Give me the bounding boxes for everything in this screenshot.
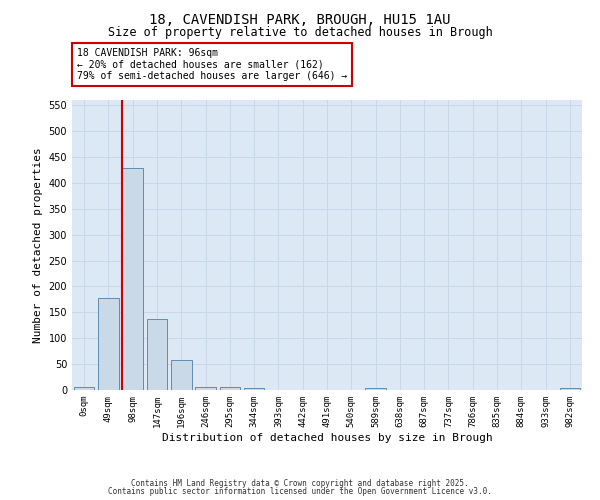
Text: 18 CAVENDISH PARK: 96sqm
← 20% of detached houses are smaller (162)
79% of semi-: 18 CAVENDISH PARK: 96sqm ← 20% of detach…: [77, 48, 347, 81]
Text: 18, CAVENDISH PARK, BROUGH, HU15 1AU: 18, CAVENDISH PARK, BROUGH, HU15 1AU: [149, 12, 451, 26]
Bar: [146, 319, 167, 390]
Bar: [195, 387, 216, 390]
Bar: [171, 360, 191, 390]
Bar: [560, 388, 580, 390]
Bar: [98, 298, 119, 390]
Bar: [74, 388, 94, 390]
Bar: [244, 388, 265, 390]
Bar: [220, 388, 240, 390]
Text: Size of property relative to detached houses in Brough: Size of property relative to detached ho…: [107, 26, 493, 39]
Bar: [122, 168, 143, 390]
Text: Contains public sector information licensed under the Open Government Licence v3: Contains public sector information licen…: [108, 487, 492, 496]
Bar: [365, 388, 386, 390]
Y-axis label: Number of detached properties: Number of detached properties: [33, 147, 43, 343]
Text: Contains HM Land Registry data © Crown copyright and database right 2025.: Contains HM Land Registry data © Crown c…: [131, 478, 469, 488]
X-axis label: Distribution of detached houses by size in Brough: Distribution of detached houses by size …: [161, 432, 493, 442]
